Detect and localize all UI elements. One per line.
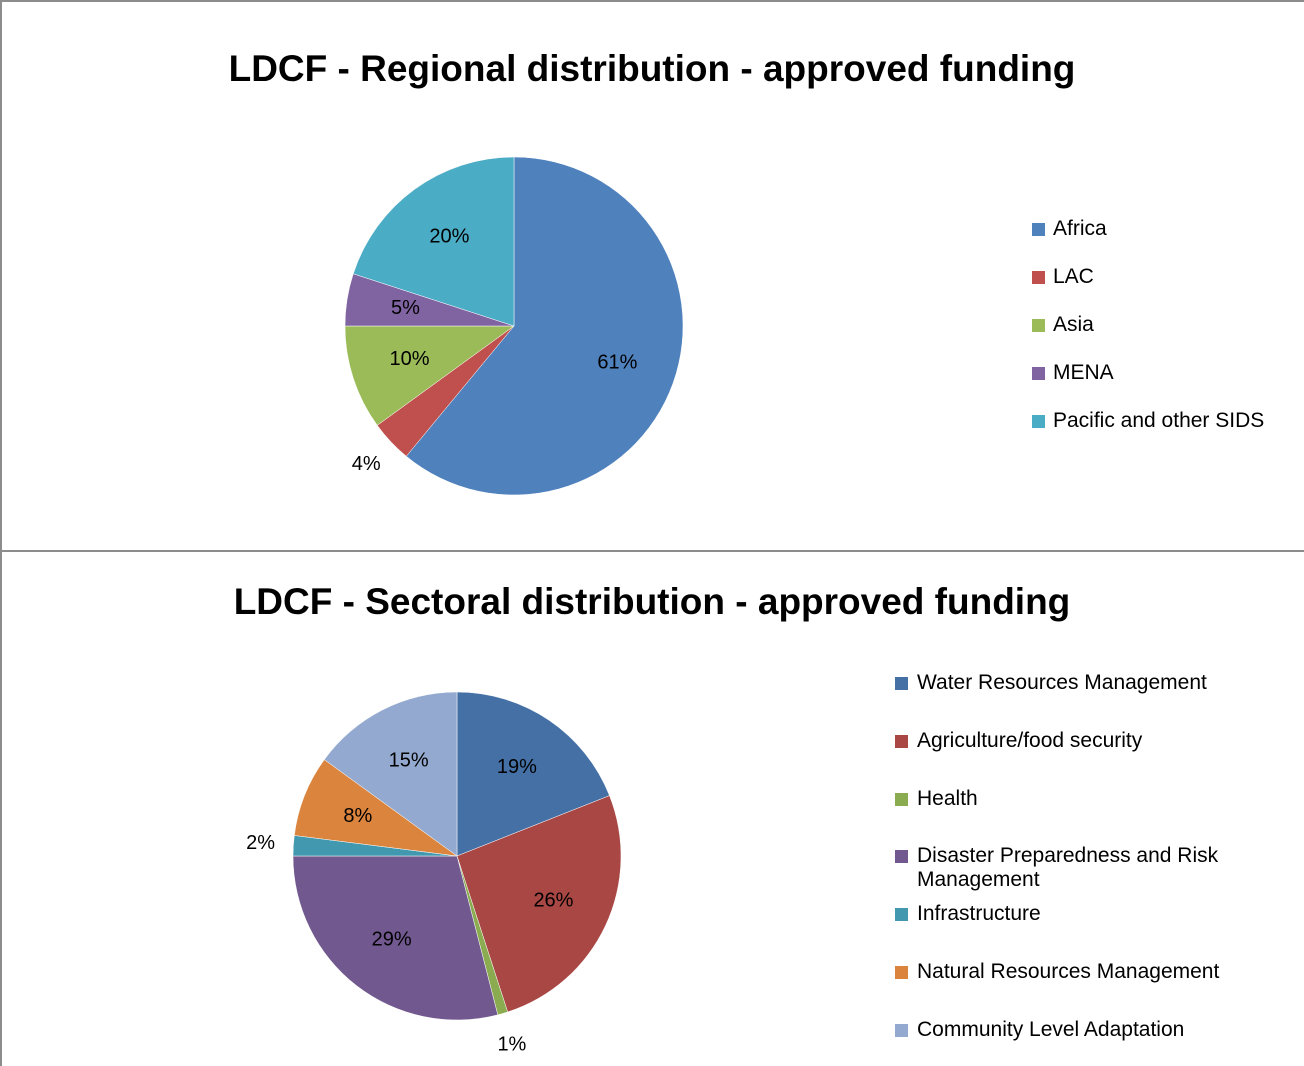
pie-slice [344, 325, 515, 426]
legend-label: Natural Resources Management [917, 960, 1220, 983]
legend-swatch [895, 792, 908, 806]
legend-swatch [895, 734, 908, 748]
legend-swatch [895, 966, 908, 979]
data-label: 2% [246, 832, 275, 854]
legend-label: Pacific and other SIDS [1053, 409, 1265, 432]
legend-label: LAC [1053, 265, 1094, 288]
legend-swatch [1032, 415, 1045, 428]
legend-label: Community Level Adaptation [917, 1017, 1185, 1041]
pie-slice [352, 156, 515, 327]
legend-swatch [895, 677, 908, 690]
data-label: 8% [343, 805, 372, 827]
chart-title: LDCF - Regional distribution - approved … [228, 48, 1076, 89]
legend-label: MENA [1053, 361, 1114, 384]
data-label: 20% [429, 225, 469, 247]
legend-label: Infrastructure [917, 902, 1041, 926]
data-label: 61% [597, 351, 637, 373]
legend-swatch [1032, 271, 1045, 284]
data-label: 1% [497, 1033, 526, 1055]
legend-label: Asia [1053, 313, 1094, 336]
legend-swatch [895, 1023, 908, 1037]
chart-title: LDCF - Sectoral distribution - approved … [233, 581, 1071, 622]
data-label: 15% [389, 749, 429, 771]
pie-slice [405, 156, 684, 496]
legend-swatch [1032, 367, 1045, 380]
pie-slice [456, 795, 622, 1013]
legend-swatch [895, 908, 908, 922]
pie-slice [456, 691, 610, 857]
legend-label: Agriculture/food security [917, 728, 1143, 752]
legend-swatch [1032, 319, 1045, 332]
legend-label: Health [917, 786, 978, 810]
legend-label: Africa [1053, 217, 1107, 240]
data-label: 10% [390, 348, 430, 370]
legend-label: Disaster Preparedness and Risk Managemen… [917, 844, 1219, 892]
chart-panel [0, 550, 1304, 1066]
legend-label: Water Resources Management [917, 671, 1207, 694]
data-label: 19% [497, 756, 537, 778]
legend-swatch [895, 850, 908, 864]
data-label: 26% [533, 890, 573, 912]
data-label: 4% [352, 453, 381, 475]
legend-swatch [1032, 223, 1045, 236]
data-label: 5% [391, 297, 420, 319]
pie-slice [323, 691, 458, 857]
pie-slice [292, 855, 499, 1021]
data-label: 29% [372, 929, 412, 951]
